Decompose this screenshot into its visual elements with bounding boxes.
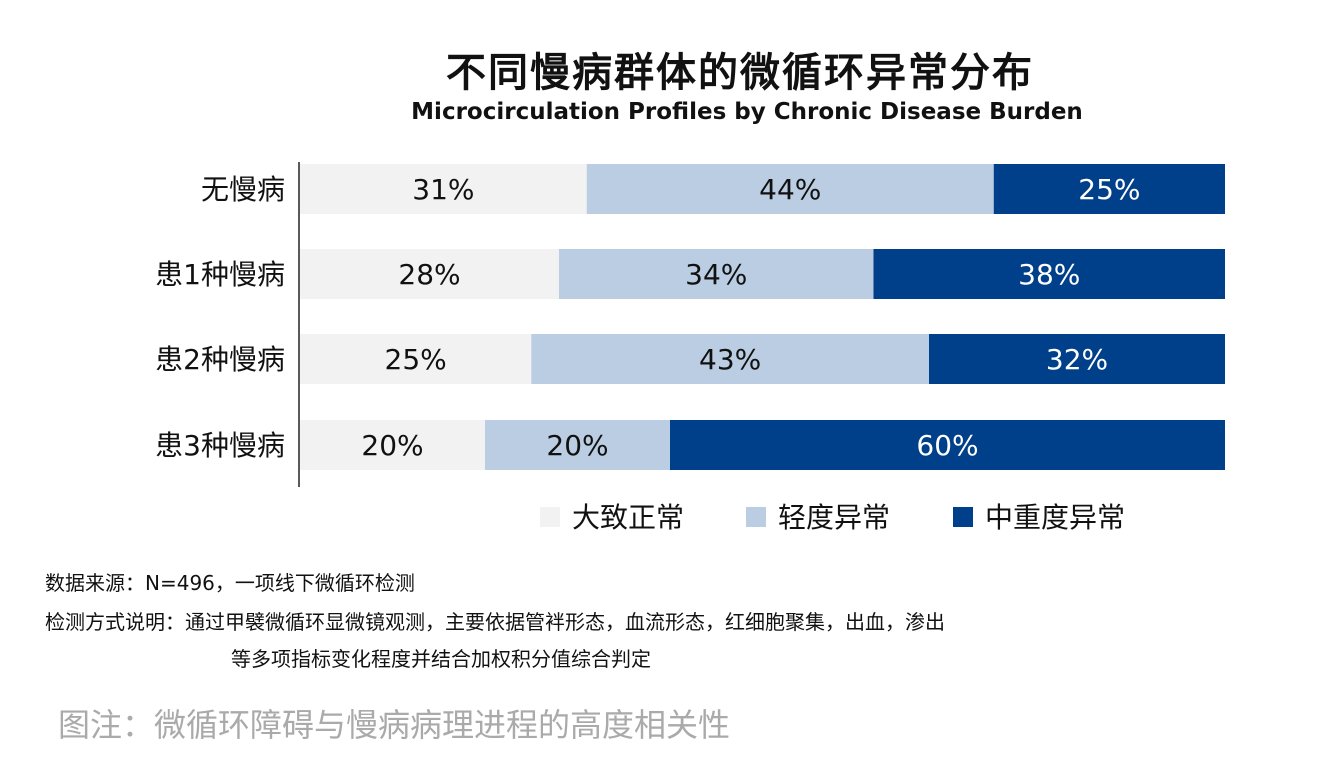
- legend-swatch: [746, 507, 766, 527]
- data-label: 34%: [685, 258, 747, 291]
- bar-segment: [586, 164, 994, 214]
- bar-segment: [559, 249, 874, 299]
- data-label: 28%: [398, 258, 460, 291]
- data-label: 25%: [1078, 173, 1140, 206]
- category-label: 无慢病: [201, 173, 285, 206]
- data-label: 43%: [699, 343, 761, 376]
- data-label: 44%: [759, 173, 821, 206]
- bar-segment: [300, 249, 559, 299]
- bar-segment: [993, 164, 1225, 214]
- data-label: 32%: [1046, 343, 1108, 376]
- chart-title: 不同慢病群体的微循环异常分布: [446, 50, 1034, 96]
- category-label: 患2种慢病: [155, 343, 285, 376]
- data-label: 25%: [385, 343, 447, 376]
- method-line-2: 等多项指标变化程度并结合加权积分值综合判定: [231, 647, 651, 671]
- legend-label: 轻度异常: [778, 501, 890, 534]
- bar-segment: [531, 334, 929, 384]
- legend-swatch: [540, 507, 560, 527]
- chart-subtitle: Microcirculation Profiles by Chronic Dis…: [411, 99, 1083, 125]
- category-label: 患3种慢病: [155, 429, 285, 462]
- bar-segment: [300, 334, 532, 384]
- bar-segment: [300, 164, 587, 214]
- figure-note: 图注：微循环障碍与慢病病理进程的高度相关性: [58, 706, 731, 744]
- data-source: 数据来源：N=496，一项线下微循环检测: [45, 571, 415, 595]
- bar-segment: [300, 420, 485, 470]
- data-label: 60%: [916, 429, 978, 462]
- legend-label: 中重度异常: [985, 501, 1125, 534]
- bar-segment: [929, 334, 1225, 384]
- legend-swatch: [953, 507, 973, 527]
- bar-segment: [670, 420, 1225, 470]
- bar-segment: [873, 249, 1225, 299]
- stacked-bar-chart: 无慢病 31% 44% 25% 患1种慢病 28% 34% 38% 患2种慢病 25% 43% 32%…: [155, 162, 1225, 534]
- data-label: 20%: [546, 429, 608, 462]
- legend-label: 大致正常: [572, 501, 684, 534]
- method-line-1: 检测方式说明：通过甲襞微循环显微镜观测，主要依据管袢形态，血流形态，红细胞聚集，…: [45, 610, 945, 634]
- category-label: 患1种慢病: [155, 258, 285, 291]
- bar-segment: [485, 420, 670, 470]
- data-label: 20%: [361, 429, 423, 462]
- data-label: 38%: [1018, 258, 1080, 291]
- data-label: 31%: [412, 173, 474, 206]
